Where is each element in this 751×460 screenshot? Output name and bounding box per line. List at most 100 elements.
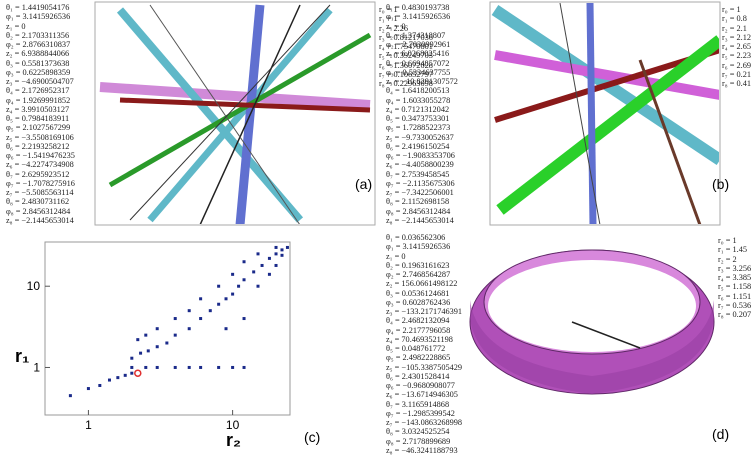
radius: r₃ = 0.81217036 — [379, 32, 433, 42]
parameter: θ₃ = 0.0536124681 — [386, 288, 450, 298]
y-tick-label: 10 — [27, 279, 41, 293]
parameter: θ₁ = 0.4830193738 — [386, 3, 450, 12]
parameter: φ₄ = 1.9269991852 — [6, 95, 71, 105]
radius: r₇ = 0.10652797 — [379, 69, 433, 79]
parameter: θ₅ = 0.7984183911 — [6, 114, 70, 123]
radius: r₁ = 0.8 — [722, 14, 747, 24]
parameter: φ₂ = 2.7030992961 — [386, 40, 451, 49]
point — [187, 327, 191, 331]
parameter: z₄ = 70.4693521198 — [386, 334, 453, 344]
parameter: φ₂ = 2.7468564287 — [386, 270, 451, 279]
point — [187, 365, 191, 369]
panel-label: (d) — [712, 426, 730, 442]
point — [217, 365, 221, 369]
parameter: φ₃ = 0.5334637755 — [386, 67, 451, 77]
parameter: φ₇ = −2.1135675306 — [386, 178, 455, 188]
point — [173, 317, 177, 321]
parameter: θ₈ = 2.4830731162 — [6, 197, 70, 207]
parameter: θ₂ = 2.1703311356 — [6, 30, 70, 40]
parameter: φ₁ = 3.1415926536 — [386, 12, 451, 22]
parameter: θ₆ = 2.2193258212 — [6, 141, 70, 151]
radius: r₀ = 1 — [379, 5, 398, 14]
parameter: θ₃ = 0.6694857072 — [386, 58, 450, 68]
parameter: z₇ = −143.0863268998 — [386, 418, 463, 427]
parameter: φ₁ = 3.1415926536 — [386, 242, 451, 252]
radius: r₂ = 2.26 — [379, 23, 409, 33]
radius: r₅ = 2.2340634 — [722, 51, 751, 61]
radius: r₁ = 1.45 — [718, 245, 748, 255]
radius: r₈ = 0.20710748 — [718, 310, 751, 319]
parameter: z₁ = 0 — [386, 251, 406, 261]
parameter: z₇ = −7.3422506001 — [386, 188, 454, 197]
highlight-point — [134, 369, 142, 377]
parameter: z₅ = −9.7330052637 — [386, 132, 454, 142]
radius: r₀ = 1 — [718, 236, 737, 245]
parameter: z₄ = 3.9910503127 — [6, 104, 70, 114]
y-tick-label: 1 — [33, 360, 40, 374]
radius: r₇ = 0.21976258 — [722, 69, 751, 79]
radius: r₄ = 1.75470801 — [379, 42, 433, 51]
point — [237, 284, 241, 288]
parameter: φ₆ = −1.9083353706 — [386, 151, 455, 160]
point — [267, 256, 271, 260]
point — [173, 365, 177, 369]
point — [285, 245, 289, 249]
parameter: z₈ = −46.3241188793 — [386, 445, 458, 455]
point — [224, 327, 228, 331]
point — [231, 272, 235, 276]
parameter: z₂ = 6.0268025416 — [386, 49, 450, 59]
parameter: θ₈ = 3.0324525254 — [386, 427, 450, 437]
radius-list: r₀ = 1 r₁ = 1 r₂ = 2.26 r₃ = 0.81217036 r₄ =… — [379, 5, 433, 88]
radius: r₅ = 0.39249703 — [379, 51, 433, 61]
parameter: z₇ = −5.5085563114 — [6, 188, 74, 197]
radius: r₆ = 1.36072028 — [379, 60, 433, 70]
parameter: z₆ = −13.6714946305 — [386, 390, 458, 400]
parameter: z₁ = 0 — [386, 21, 406, 31]
plot-frame — [44, 241, 291, 416]
parameter: z₂ = 156.0661498122 — [386, 279, 458, 289]
point — [98, 383, 102, 387]
point — [86, 387, 90, 391]
radius-list: r₀ = 1r₁ = 0.8r₂ = 2.1r₃ = 2.12301926r₄ … — [722, 5, 751, 88]
radius: r₅ = 1.1583163 — [718, 282, 751, 292]
parameter: θ₈ = 2.1152698158 — [386, 197, 450, 207]
point — [187, 309, 191, 313]
radius: r₈ = 0.41771213 — [722, 79, 751, 88]
point — [267, 272, 271, 276]
parameter: z₅ = −3.5508169106 — [6, 132, 74, 142]
point — [155, 345, 159, 349]
point — [252, 270, 256, 274]
parameter: z₆ = −4.4058800239 — [386, 160, 454, 170]
parameter: φ₇ = −1.2985399542 — [386, 408, 455, 418]
radius: r₄ = 3.38510013 — [718, 273, 751, 282]
y-axis-label: r₁ — [15, 346, 29, 366]
parameter: θ₁ = 1.4419054176 — [6, 3, 70, 12]
parameter: θ₆ = 2.4196150254 — [386, 141, 450, 151]
parameter: z₈ = −2.1445653014 — [386, 215, 454, 225]
render-a — [99, 4, 372, 224]
parameter: θ₄ = 1.6418200513 — [386, 86, 450, 96]
point — [256, 252, 260, 256]
point — [130, 371, 134, 375]
radius: r₂ = 2.1 — [722, 23, 747, 33]
point — [68, 394, 72, 398]
radius: r₀ = 1 — [722, 5, 741, 14]
parameter: z₄ = 0.7121312042 — [386, 104, 450, 114]
parameter-list: θ₁ = 0.4830193738 φ₁ = 3.1415926536 z₁ = 0… — [386, 3, 458, 225]
point — [280, 253, 284, 257]
parameter: θ₇ = 3.1165914868 — [386, 399, 450, 409]
radius: r₈ = 0.22963098 — [379, 79, 433, 88]
parameter: φ₄ = 2.2177796058 — [386, 325, 451, 335]
parameter: φ₈ = 2.7178899689 — [386, 436, 451, 446]
parameter: θ₅ = 0.048761772 — [386, 344, 446, 353]
point — [217, 284, 221, 288]
parameter: φ₆ = −1.5419476235 — [6, 151, 75, 160]
point — [199, 317, 203, 321]
parameter: θ₃ = 0.5581373638 — [6, 58, 70, 68]
render-frame — [489, 1, 721, 226]
parameter: θ₆ = 2.4301528414 — [386, 371, 450, 381]
point — [217, 302, 221, 306]
point — [274, 245, 278, 249]
